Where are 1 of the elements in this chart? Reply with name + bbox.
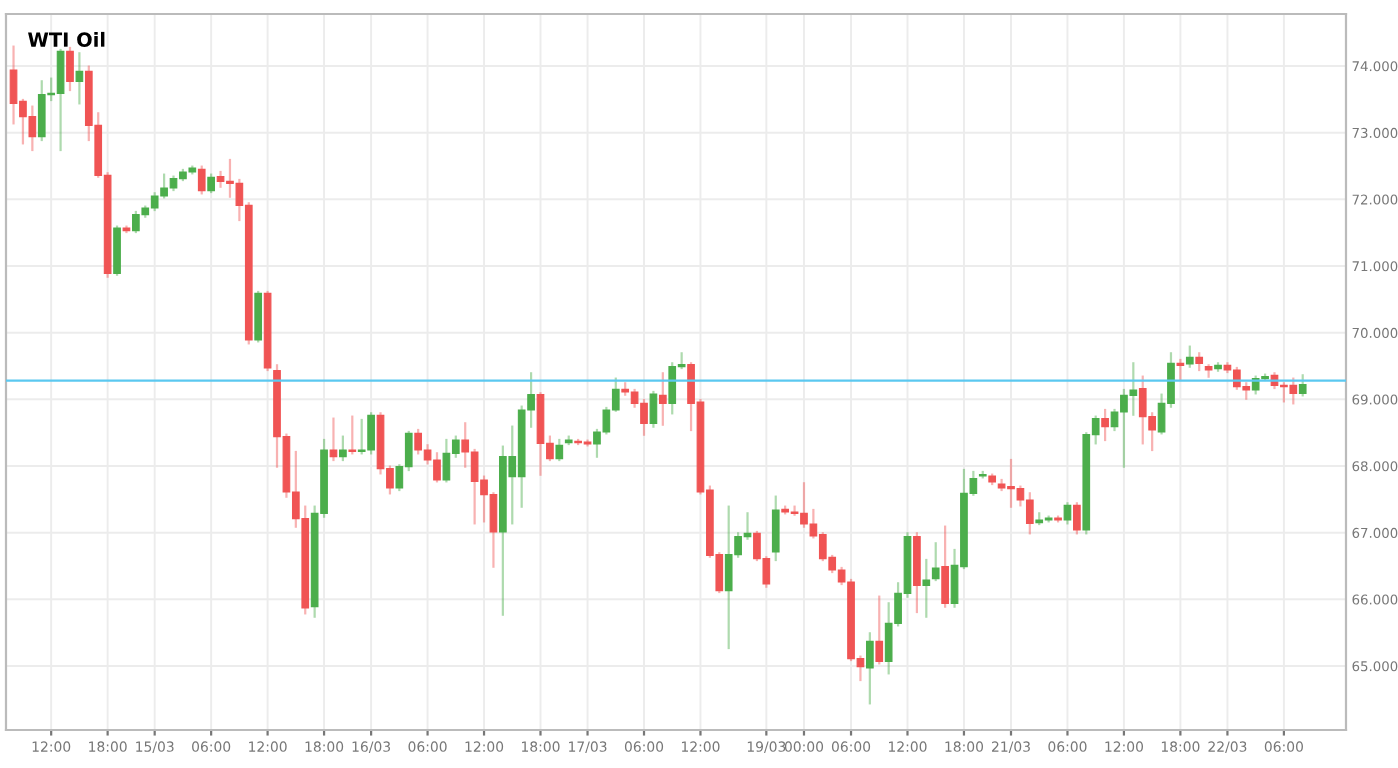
text: WTI Oil — [28, 31, 105, 47]
